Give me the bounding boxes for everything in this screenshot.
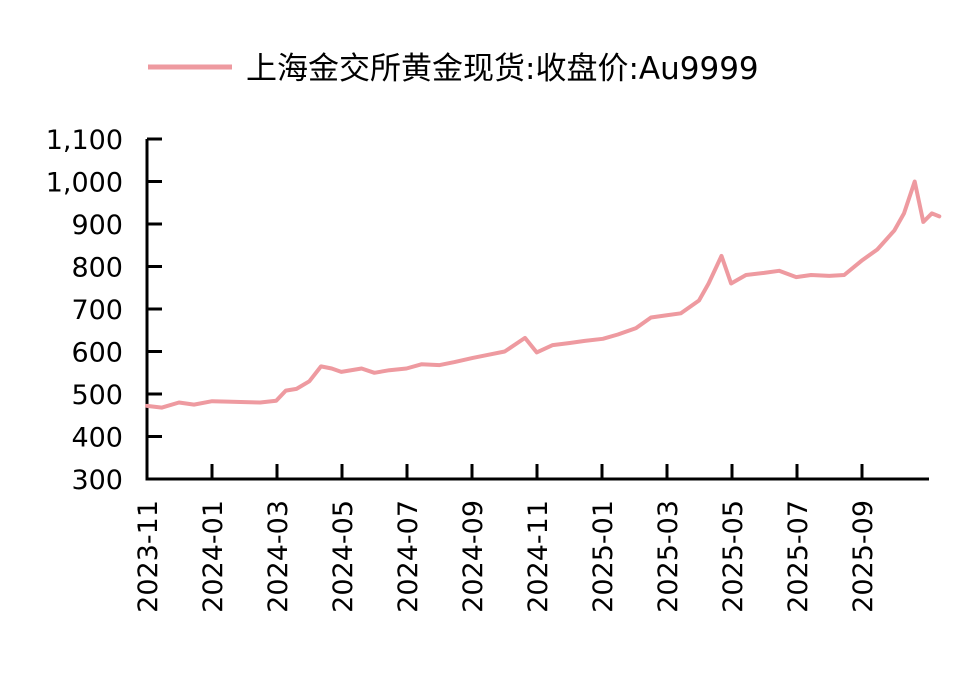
y-tick-label: 800 [71, 253, 123, 284]
y-tick-label: 600 [71, 338, 123, 369]
x-tick-label: 2025-09 [848, 500, 879, 613]
y-tick-label: 900 [71, 210, 123, 241]
x-tick-label: 2024-09 [458, 500, 489, 613]
y-tick-label: 1,100 [46, 125, 123, 156]
y-tick-label: 500 [71, 380, 123, 411]
x-tick-label: 2024-07 [393, 500, 424, 613]
x-tick-label: 2025-03 [653, 500, 684, 613]
x-tick-label: 2025-07 [783, 500, 814, 613]
y-tick-label: 300 [71, 465, 123, 496]
x-tick-label: 2025-05 [718, 500, 749, 613]
y-tick-label: 1,000 [46, 168, 123, 199]
plot-area [145, 179, 942, 410]
y-tick-label: 400 [71, 423, 123, 454]
x-tick-label: 2025-01 [588, 500, 619, 613]
x-axis: 2023-11 2024-01 2024-03 2024-05 2024-07 2024-… [133, 464, 929, 613]
x-tick-label: 2024-11 [523, 500, 554, 613]
y-tick-label: 700 [71, 295, 123, 326]
x-tick-label: 2024-03 [263, 500, 294, 613]
legend: 上海金交所黄金现货:收盘价:Au9999 [148, 51, 759, 87]
legend-label: 上海金交所黄金现货:收盘价:Au9999 [246, 51, 759, 87]
x-tick-label: 2024-05 [328, 500, 359, 613]
x-tick-label: 2024-01 [198, 500, 229, 613]
y-axis: 300 400 500 600 700 800 900 1,000 1,100 [46, 125, 162, 496]
x-tick-label: 2023-11 [133, 500, 164, 613]
gold-price-line [145, 179, 942, 410]
